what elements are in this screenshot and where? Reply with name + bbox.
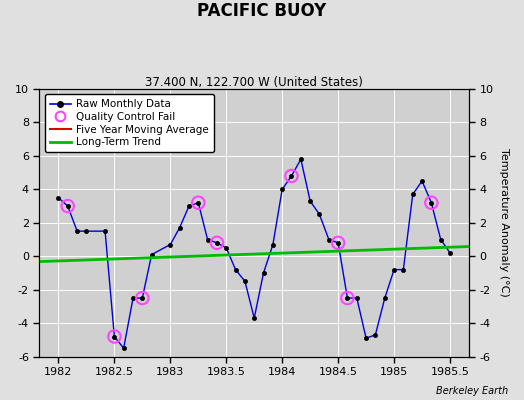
Point <box>110 333 118 340</box>
Y-axis label: Temperature Anomaly (°C): Temperature Anomaly (°C) <box>499 148 509 297</box>
Point <box>287 173 296 179</box>
Legend: Raw Monthly Data, Quality Control Fail, Five Year Moving Average, Long-Term Tren: Raw Monthly Data, Quality Control Fail, … <box>45 94 214 152</box>
Point <box>194 200 202 206</box>
Point <box>63 203 72 209</box>
Point <box>343 295 352 301</box>
Text: Berkeley Earth: Berkeley Earth <box>436 386 508 396</box>
Point <box>427 200 435 206</box>
Point <box>334 240 342 246</box>
Title: 37.400 N, 122.700 W (United States): 37.400 N, 122.700 W (United States) <box>145 76 363 89</box>
Point <box>213 240 221 246</box>
Point <box>138 295 147 301</box>
Text: PACIFIC BUOY: PACIFIC BUOY <box>198 2 326 20</box>
